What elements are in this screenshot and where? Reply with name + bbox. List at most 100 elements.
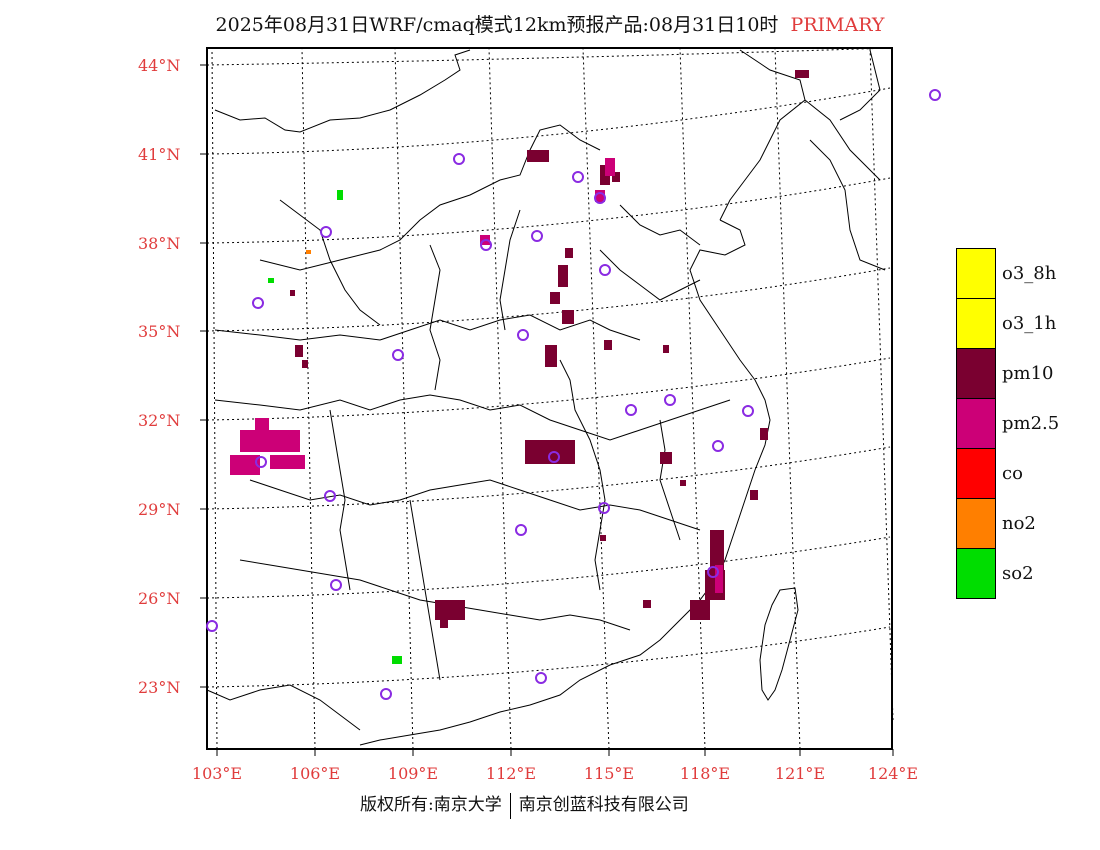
pm10-cell <box>604 340 612 350</box>
graticule-lon-112 <box>488 47 512 750</box>
legend-swatch <box>956 498 996 549</box>
legend-item-o3-8h: o3_8h <box>956 248 1100 299</box>
national-border-northeast <box>719 49 806 221</box>
map-title: 2025年08月31日WRF/cmaq模式12km预报产品:08月31日10时 P… <box>0 10 1100 37</box>
province-border-9 <box>659 419 681 541</box>
pm10-cell <box>795 70 809 78</box>
pm10-cell <box>440 620 448 628</box>
graticule-lat-29 <box>206 446 891 510</box>
legend-item-pm25: pm2.5 <box>956 398 1100 449</box>
graticule-lon-121 <box>774 47 801 750</box>
pollutant-legend: o3_8h o3_1h pm10 pm2.5 co no2 so2 <box>956 248 1100 599</box>
lat-label-41n: 41°N <box>138 145 181 164</box>
so2-cells <box>268 190 402 664</box>
graticule-lon-118 <box>679 47 706 750</box>
border-korea <box>804 99 881 181</box>
taiwan-island <box>759 587 799 701</box>
legend-label: so2 <box>1002 563 1034 584</box>
graticule-lon-124 <box>869 47 894 721</box>
graticule-lat-38 <box>206 177 891 244</box>
lat-label-44n: 44°N <box>138 56 181 75</box>
province-border-1 <box>259 124 601 271</box>
station-marker <box>712 440 724 452</box>
border-russia <box>839 49 881 121</box>
legend-swatch <box>956 548 996 599</box>
pm25-cells <box>230 158 723 593</box>
pm10-cell <box>295 345 303 357</box>
title-tag: PRIMARY <box>790 14 885 36</box>
lat-label-29n: 29°N <box>138 500 181 519</box>
pm10-cell <box>760 428 768 440</box>
lon-label-103e: 103°E <box>191 764 243 783</box>
no2-cells <box>306 250 311 254</box>
legend-swatch <box>956 448 996 499</box>
station-marker <box>929 89 941 101</box>
pm10-cell <box>290 290 295 296</box>
lon-label-115e: 115°E <box>583 764 635 783</box>
graticule-lon-115 <box>582 47 610 750</box>
pm25-cell <box>230 455 260 475</box>
coastline-korea <box>809 139 886 271</box>
pm10-cell <box>558 265 568 287</box>
station-marker <box>594 192 606 204</box>
province-border-11 <box>409 499 441 681</box>
legend-label: co <box>1002 463 1023 484</box>
lon-label-112e: 112°E <box>485 764 537 783</box>
pm10-cells <box>290 70 809 628</box>
graticule-lat-32 <box>206 357 891 421</box>
legend-swatch <box>956 398 996 449</box>
so2-cell <box>337 190 343 200</box>
lat-label-23n: 23°N <box>138 678 181 697</box>
station-marker <box>453 153 465 165</box>
coastline-east <box>359 219 771 746</box>
footer-separator <box>509 792 511 819</box>
legend-label: no2 <box>1002 513 1036 534</box>
station-markers <box>206 89 941 700</box>
legend-label: o3_1h <box>1002 313 1057 334</box>
station-marker <box>707 566 719 578</box>
pm10-cell <box>690 600 710 620</box>
graticule-lat-41 <box>206 87 891 155</box>
so2-cell <box>268 278 274 283</box>
legend-label: o3_8h <box>1002 263 1057 284</box>
legend-label: pm10 <box>1002 363 1054 384</box>
station-marker <box>252 297 264 309</box>
station-marker <box>480 239 492 251</box>
lon-label-124e: 124°E <box>867 764 919 783</box>
graticule-lon-106 <box>301 47 316 750</box>
pm25-cell <box>595 190 605 202</box>
legend-item-co: co <box>956 448 1100 499</box>
legend-item-pm10: pm10 <box>956 348 1100 399</box>
lon-label-109e: 109°E <box>387 764 439 783</box>
national-border-north <box>214 49 471 133</box>
pm10-cell <box>750 490 758 500</box>
pm25-cell <box>270 455 305 469</box>
pm10-cell <box>660 452 672 464</box>
station-marker <box>380 688 392 700</box>
station-marker <box>324 490 336 502</box>
pm10-cell <box>680 480 686 486</box>
lat-label-35n: 35°N <box>138 322 181 341</box>
pm10-cell <box>302 360 308 368</box>
pm25-cell <box>605 158 615 176</box>
pm10-cell <box>527 150 549 162</box>
lon-label-106e: 106°E <box>289 764 341 783</box>
legend-item-so2: so2 <box>956 548 1100 599</box>
lat-label-38n: 38°N <box>138 234 181 253</box>
province-border-8 <box>559 359 606 591</box>
station-marker <box>515 524 527 536</box>
station-marker <box>517 329 529 341</box>
legend-swatch <box>956 348 996 399</box>
graticule <box>206 47 894 750</box>
station-marker <box>572 171 584 183</box>
graticule-lat-23 <box>206 626 891 688</box>
graticule-lon-103 <box>211 47 218 750</box>
graticule-lat-26 <box>206 536 891 599</box>
pm10-cell <box>435 600 465 620</box>
so2-cell <box>392 656 402 664</box>
legend-item-o3-1h: o3_1h <box>956 298 1100 349</box>
graticule-lon-109 <box>394 47 414 750</box>
map-frame <box>206 47 893 750</box>
title-text: 2025年08月31日WRF/cmaq模式12km预报产品:08月31日10时 <box>215 14 779 36</box>
station-marker <box>625 404 637 416</box>
